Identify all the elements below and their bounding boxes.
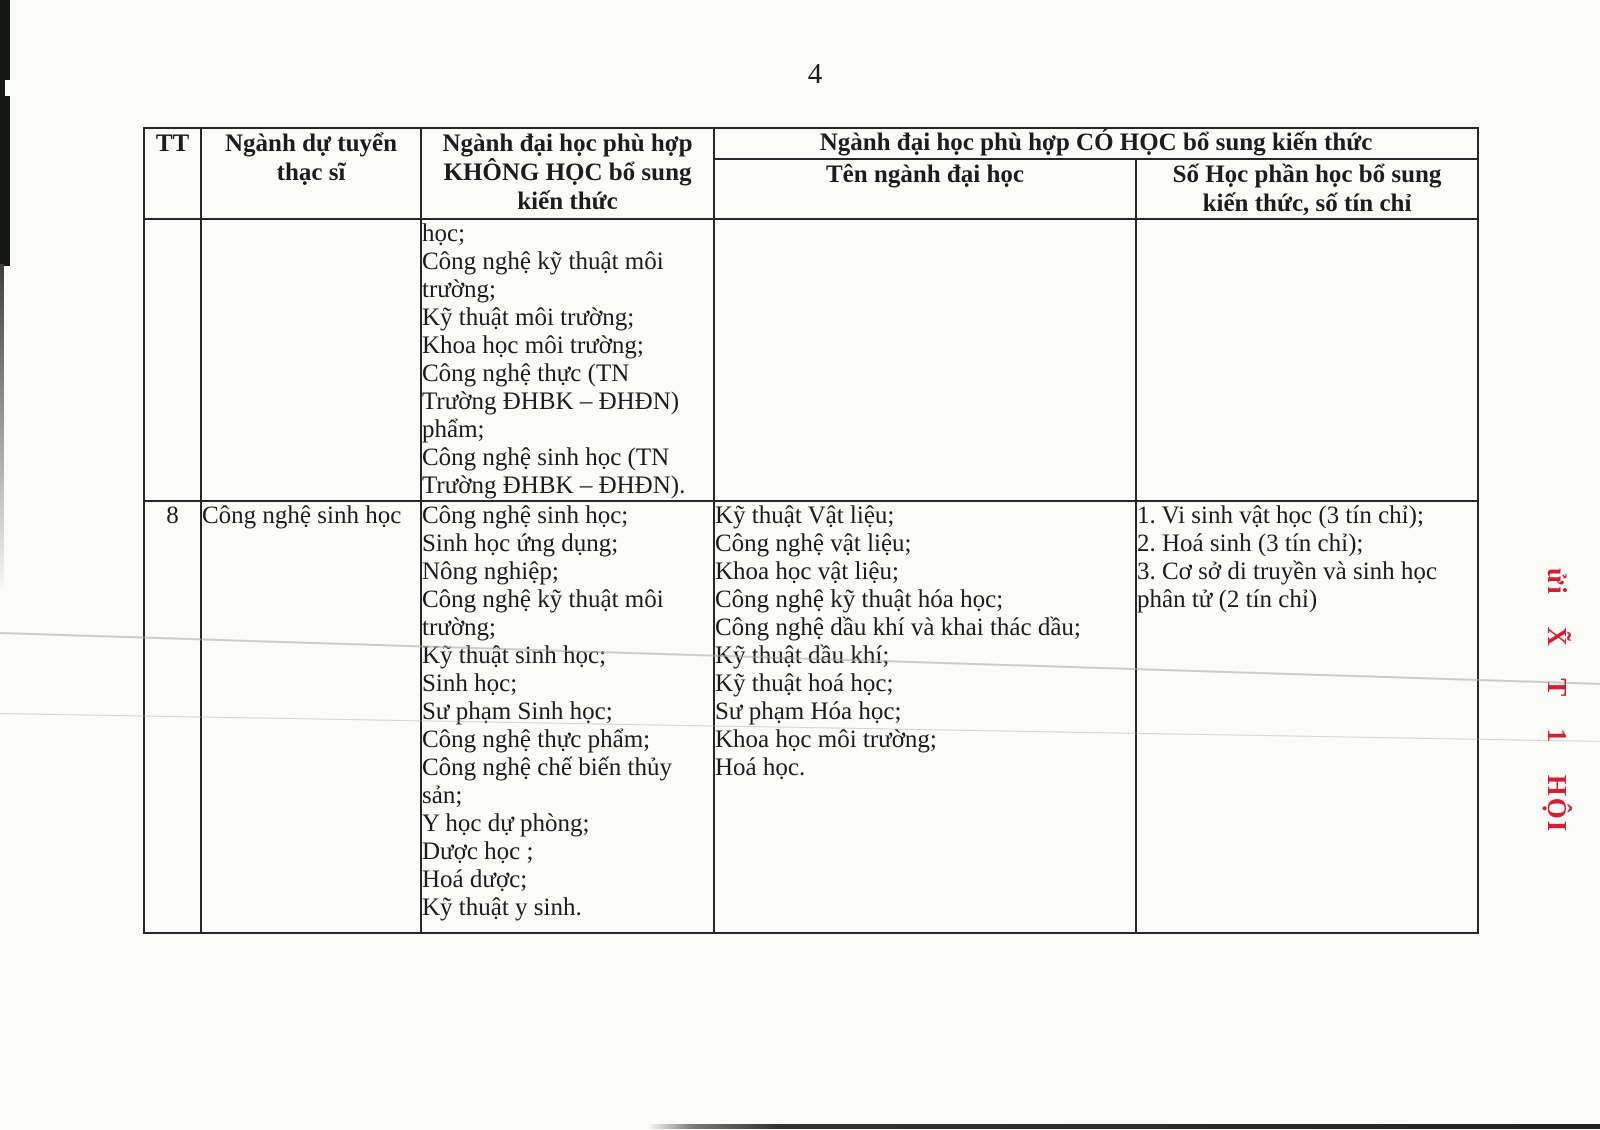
header-row-sub: Tên ngành đại học Số Học phần học bổ sun… — [144, 158, 1480, 220]
header-cell-khong-hoc: Ngành đại học phù hợp KHÔNG HỌC bổ sung … — [420, 127, 715, 220]
scan-edge-bar-left — [0, 0, 10, 266]
table-row-8: 8 Công nghệ sinh học Công nghệ sinh học;… — [143, 500, 1480, 934]
cell-tt — [143, 218, 202, 502]
header-cell-nganh-du-tuyen: Ngành dự tuyển thạc sĩ — [200, 127, 422, 220]
header-cell-ten-nganh: Tên ngành đại học — [713, 158, 1137, 220]
cell-so-hoc-phan — [1134, 218, 1480, 502]
admission-majors-table: TT Ngành dự tuyển thạc sĩ Ngành đại học … — [143, 127, 1480, 934]
header-cell-so-hoc-phan: Số Học phần học bổ sung kiến thức, số tí… — [1134, 158, 1480, 220]
scan-edge-bar-left-tail — [0, 264, 4, 594]
header-cell-co-hoc-group: Ngành đại học phù hợp CÓ HỌC bổ sung kiế… — [712, 127, 1480, 160]
cell-ten-nganh — [713, 218, 1137, 502]
scan-edge-bar-bottom — [648, 1124, 1600, 1129]
cell-khong-hoc: Công nghệ sinh học; Sinh học ứng dụng; N… — [420, 500, 715, 934]
cell-so-hoc-phan: 1. Vi sinh vật học (3 tín chỉ); 2. Hoá s… — [1134, 500, 1480, 934]
cell-khong-hoc: học; Công nghệ kỹ thuật môi trường; Kỹ t… — [420, 218, 715, 502]
table-row-continuation: học; Công nghệ kỹ thuật môi trường; Kỹ t… — [143, 218, 1480, 502]
header-row-group: TT Ngành dự tuyển thạc sĩ Ngành đại học … — [143, 127, 1480, 220]
page-number: 4 — [807, 58, 823, 90]
cell-ten-nganh: Kỹ thuật Vật liệu; Công nghệ vật liệu; K… — [713, 500, 1137, 934]
header-cell-tt: TT — [143, 127, 202, 220]
red-stamp-fragments: ửi X̃ T 1 HỘI — [1542, 568, 1572, 834]
cell-nganh-du-tuyen — [200, 218, 422, 502]
scan-edge-notch — [5, 80, 10, 96]
